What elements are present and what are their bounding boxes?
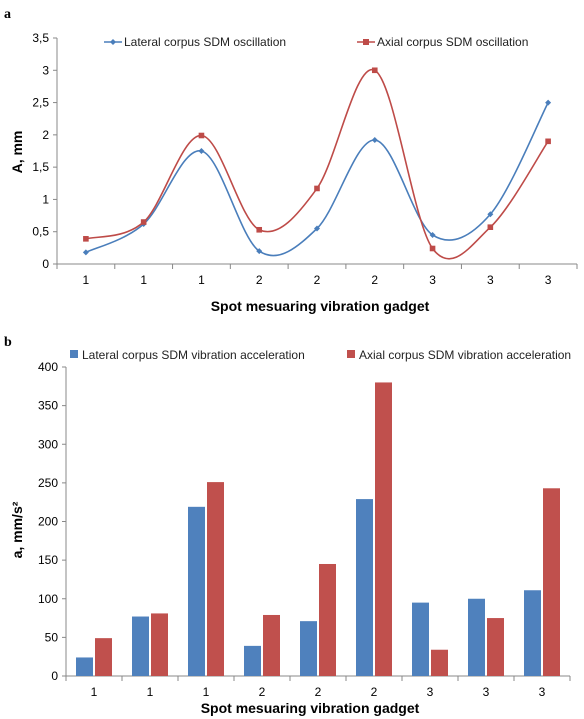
data-point-axial xyxy=(314,185,320,192)
y-tick-label: 400 xyxy=(38,360,58,374)
data-point-axial xyxy=(198,132,205,139)
legend-label: Axial corpus SDM vibration acceleration xyxy=(359,348,571,362)
series-line-axial xyxy=(85,69,549,260)
data-point-axial xyxy=(83,236,89,242)
x-tick-label: 2 xyxy=(371,273,378,287)
panel-label-a: a xyxy=(4,7,11,22)
data-point-axial xyxy=(256,226,263,233)
legend-b: Lateral corpus SDM vibration acceleratio… xyxy=(70,348,571,362)
x-ticks-b: 1 1 1 2 2 2 3 3 3 xyxy=(65,676,571,699)
y-tick-label: 2,5 xyxy=(32,96,49,110)
x-tick-label: 3 xyxy=(545,273,552,287)
bar-axial xyxy=(487,618,504,676)
data-point-axial xyxy=(140,219,147,225)
x-tick-label: 3 xyxy=(427,685,434,699)
data-point-axial xyxy=(487,224,494,230)
chart-a: a Lateral corpus SDM oscillation Axial co… xyxy=(4,7,578,314)
legend-swatch xyxy=(347,350,355,358)
bar-lateral xyxy=(356,499,373,676)
bar-lateral xyxy=(244,645,261,676)
x-axis-title-a: Spot mesuaring vibration gadget xyxy=(211,298,430,314)
bar-axial xyxy=(375,382,392,676)
data-point-lateral xyxy=(82,249,89,256)
y-tick-label: 200 xyxy=(38,515,58,529)
x-tick-label: 2 xyxy=(315,685,322,699)
legend-swatch xyxy=(70,350,78,358)
y-tick-label: 0,5 xyxy=(32,225,49,239)
bar-lateral xyxy=(412,602,429,676)
x-tick-label: 2 xyxy=(256,273,263,287)
legend-marker xyxy=(363,39,369,45)
data-point-lateral xyxy=(429,231,436,238)
data-point-axial xyxy=(371,67,378,74)
y-tick-label: 100 xyxy=(38,592,58,606)
bar-axial xyxy=(543,488,560,676)
data-point-lateral xyxy=(256,248,263,255)
y-tick-label: 3 xyxy=(42,63,49,77)
bar-lateral xyxy=(300,621,317,676)
legend-marker xyxy=(110,39,116,45)
chart-b: b Lateral corpus SDM vibration accelerat… xyxy=(4,335,571,716)
y-tick-label: 0 xyxy=(51,669,58,683)
x-tick-label: 3 xyxy=(429,273,436,287)
y-ticks-a: 0 0,5 1 1,5 2 2,5 3 3,5 xyxy=(32,31,57,271)
data-point-axial xyxy=(429,245,436,252)
bar-axial xyxy=(151,613,168,676)
bar-lateral xyxy=(468,598,485,676)
y-tick-label: 150 xyxy=(38,553,58,567)
bar-axial xyxy=(263,614,280,676)
legend-a: Lateral corpus SDM oscillation Axial corp… xyxy=(104,35,528,49)
x-tick-label: 1 xyxy=(83,273,90,287)
y-tick-label: 2 xyxy=(42,128,49,142)
bar-lateral xyxy=(524,590,541,676)
y-tick-label: 350 xyxy=(38,399,58,413)
y-tick-label: 3,5 xyxy=(32,31,49,45)
y-axis-title-b: a, mm/s² xyxy=(9,501,25,558)
x-tick-label: 1 xyxy=(203,685,210,699)
y-axis-title-a: A, mm xyxy=(9,131,25,174)
legend-label: Lateral corpus SDM oscillation xyxy=(124,35,286,49)
bar-axial xyxy=(319,563,336,676)
legend-label: Axial corpus SDM oscillation xyxy=(377,35,528,49)
data-point-lateral xyxy=(371,137,378,144)
series-line-lateral xyxy=(85,102,549,257)
x-tick-label: 1 xyxy=(198,273,205,287)
data-point-lateral xyxy=(487,211,494,218)
x-tick-label: 1 xyxy=(140,273,147,287)
x-tick-label: 2 xyxy=(371,685,378,699)
data-point-lateral xyxy=(545,99,552,106)
bar-lateral xyxy=(188,506,205,676)
bar-axial xyxy=(207,482,224,676)
data-point-lateral xyxy=(198,148,205,154)
y-ticks-b: 0 50 100 150 200 250 300 350 400 xyxy=(38,360,66,683)
x-axis-title-b: Spot mesuaring vibration gadget xyxy=(201,700,420,716)
panel-label-b: b xyxy=(4,335,12,350)
x-tick-label: 2 xyxy=(314,273,321,287)
y-tick-label: 50 xyxy=(45,630,59,644)
x-tick-label: 1 xyxy=(147,685,154,699)
y-tick-label: 1 xyxy=(42,192,49,206)
y-tick-label: 250 xyxy=(38,476,58,490)
x-tick-label: 3 xyxy=(483,685,490,699)
bar-lateral xyxy=(76,657,93,676)
x-tick-label: 3 xyxy=(539,685,546,699)
plot-area-b xyxy=(76,382,560,676)
data-point-lateral xyxy=(314,225,320,232)
bar-axial xyxy=(431,649,448,676)
x-ticks-a: 1 1 1 2 2 2 3 3 3 xyxy=(56,264,578,287)
y-tick-label: 0 xyxy=(42,257,49,271)
x-tick-label: 3 xyxy=(487,273,494,287)
legend-label: Lateral corpus SDM vibration acceleratio… xyxy=(82,348,305,362)
bar-lateral xyxy=(132,616,149,676)
data-point-axial xyxy=(545,138,551,145)
x-tick-label: 1 xyxy=(91,685,98,699)
bar-axial xyxy=(95,638,112,676)
x-tick-label: 2 xyxy=(259,685,266,699)
plot-area-a xyxy=(82,67,552,260)
y-tick-label: 1,5 xyxy=(32,160,49,174)
y-tick-label: 300 xyxy=(38,437,58,451)
